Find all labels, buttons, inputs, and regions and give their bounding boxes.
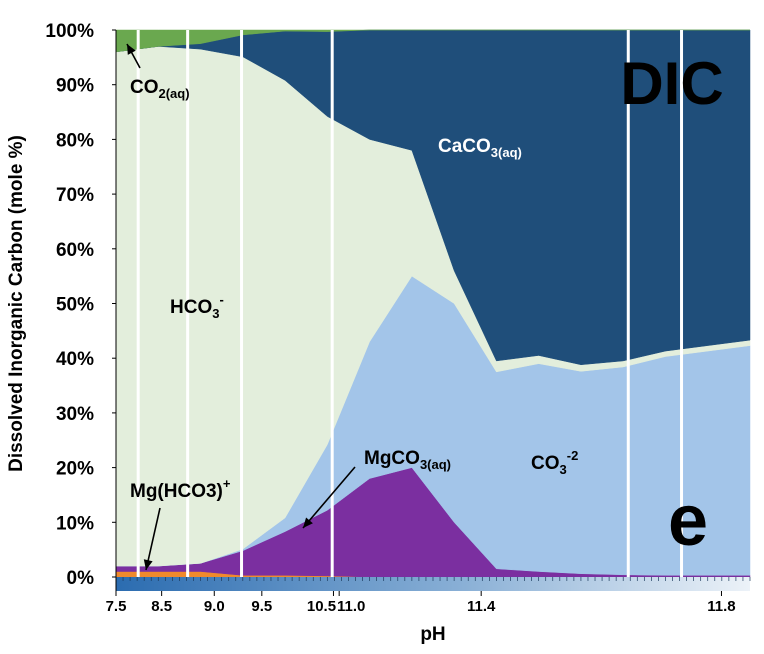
label-mgco3-aq: MgCO3(aq) [364, 448, 451, 472]
label-hco3: HCO3- [170, 292, 224, 321]
x-tick-label: 11.0 [337, 598, 365, 615]
annotations: DIC e CO2(aq) HCO3- CaCO3(aq) MgCO3(aq) CO3-2 M… [126, 43, 724, 571]
sample-gap-line-5 [626, 30, 630, 577]
sample-gap-line-2 [186, 30, 190, 577]
x-tick-label: 9.5 [251, 598, 272, 615]
x-tick-label: 7.5 [106, 598, 127, 615]
y-tick-label: 80% [56, 130, 94, 151]
sample-gap-line-6 [680, 30, 684, 577]
x-axis-title: pH [420, 624, 445, 645]
area-co2 [115, 29, 750, 53]
panel-title: DIC [620, 50, 723, 117]
y-axis-title: Dissolved Inorganic Carbon (mole %) [6, 135, 27, 472]
label-co2-aq: CO2(aq) [130, 77, 190, 101]
arrow-mgco3 [302, 466, 356, 529]
plot-area [115, 29, 751, 591]
x-tick-label: 8.5 [151, 598, 172, 615]
y-tick-label: 70% [56, 185, 94, 206]
y-tick-label: 20% [56, 459, 94, 480]
x-tick-label: 10.5 [307, 598, 336, 615]
y-tick-label: 90% [56, 76, 94, 97]
label-mg-hco3: Mg(HCO3)+ [130, 476, 231, 502]
axes: 0% 10% 20% 30% 40% 50% 60% 70% 80% 90% 100% 7.5 8.5 9… [6, 21, 736, 645]
y-tick-label: 100% [45, 21, 94, 42]
sample-gap-line-3 [240, 30, 244, 577]
y-tick-label: 40% [56, 349, 94, 370]
sample-gap-line-1 [136, 30, 140, 577]
arrow-co2 [126, 43, 141, 69]
label-caco3-aq: CaCO3(aq) [438, 136, 522, 160]
y-tick-label: 10% [56, 513, 94, 534]
ph-gradient-bar [116, 577, 750, 591]
panel-letter: e [668, 481, 708, 561]
y-tick-label: 0% [67, 568, 95, 589]
arrow-mg-hco3 [143, 507, 161, 571]
y-tick-label: 60% [56, 240, 94, 261]
x-tick-label: 11.8 [707, 598, 735, 615]
y-tick-label: 50% [56, 295, 94, 316]
y-tick-label: 30% [56, 404, 94, 425]
label-co3: CO3-2 [531, 448, 578, 477]
x-tick-label: 9.0 [204, 598, 225, 615]
x-tick-label: 11.4 [467, 598, 496, 615]
sample-gap-line-4 [330, 30, 334, 577]
